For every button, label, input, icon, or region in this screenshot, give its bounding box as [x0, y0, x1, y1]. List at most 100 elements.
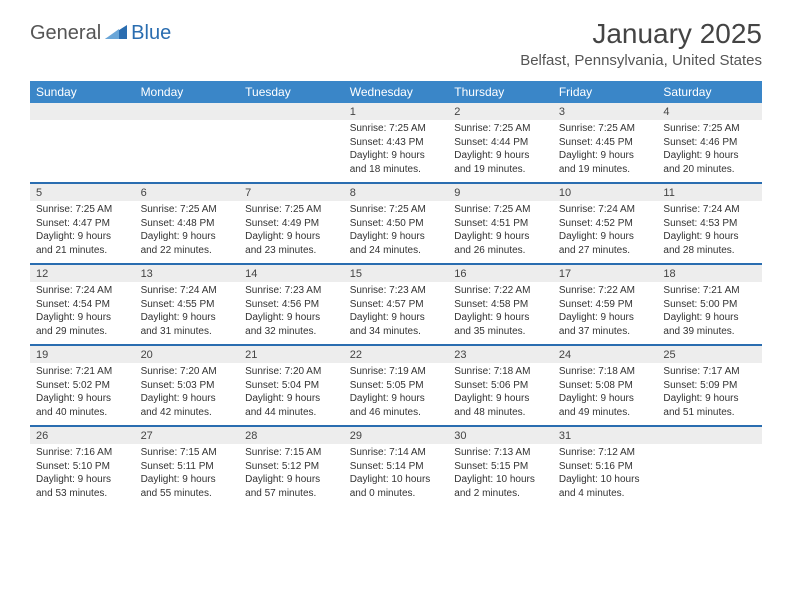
- sunrise-text: Sunrise: 7:24 AM: [141, 284, 234, 298]
- day-number: 21: [239, 346, 344, 363]
- daylight-text: and 44 minutes.: [245, 406, 338, 420]
- sunrise-text: Sunrise: 7:25 AM: [454, 203, 547, 217]
- sunset-text: Sunset: 5:12 PM: [245, 460, 338, 474]
- day-number: 5: [30, 184, 135, 201]
- day-detail-cell: Sunrise: 7:25 AMSunset: 4:51 PMDaylight:…: [448, 201, 553, 263]
- sunrise-text: Sunrise: 7:25 AM: [559, 122, 652, 136]
- page-header: General Blue January 2025 Belfast, Penns…: [0, 0, 792, 75]
- sunrise-text: Sunrise: 7:18 AM: [454, 365, 547, 379]
- weekday-header: Sunday: [30, 81, 135, 103]
- daylight-text: Daylight: 9 hours: [663, 311, 756, 325]
- sunrise-text: Sunrise: 7:24 AM: [559, 203, 652, 217]
- daylight-text: Daylight: 9 hours: [245, 392, 338, 406]
- day-detail-cell: Sunrise: 7:24 AMSunset: 4:55 PMDaylight:…: [135, 282, 240, 344]
- daylight-text: Daylight: 9 hours: [559, 311, 652, 325]
- sunrise-text: Sunrise: 7:15 AM: [141, 446, 234, 460]
- day-number: 30: [448, 427, 553, 444]
- day-number: 2: [448, 103, 553, 120]
- day-detail-cell: Sunrise: 7:12 AMSunset: 5:16 PMDaylight:…: [553, 444, 658, 506]
- sunrise-text: Sunrise: 7:16 AM: [36, 446, 129, 460]
- sunset-text: Sunset: 4:51 PM: [454, 217, 547, 231]
- day-detail-row: Sunrise: 7:25 AMSunset: 4:43 PMDaylight:…: [30, 120, 762, 182]
- day-number: 4: [657, 103, 762, 120]
- sunset-text: Sunset: 4:56 PM: [245, 298, 338, 312]
- day-number: [239, 103, 344, 120]
- day-number: 8: [344, 184, 449, 201]
- daylight-text: Daylight: 9 hours: [36, 473, 129, 487]
- sunset-text: Sunset: 5:08 PM: [559, 379, 652, 393]
- sunset-text: Sunset: 5:02 PM: [36, 379, 129, 393]
- day-number: 1: [344, 103, 449, 120]
- day-number: 27: [135, 427, 240, 444]
- day-number: [657, 427, 762, 444]
- weekday-header: Wednesday: [344, 81, 449, 103]
- sunrise-text: Sunrise: 7:25 AM: [663, 122, 756, 136]
- sunrise-text: Sunrise: 7:25 AM: [36, 203, 129, 217]
- daylight-text: and 32 minutes.: [245, 325, 338, 339]
- daylight-text: and 4 minutes.: [559, 487, 652, 501]
- sunset-text: Sunset: 5:03 PM: [141, 379, 234, 393]
- daylight-text: Daylight: 9 hours: [350, 230, 443, 244]
- daylight-text: Daylight: 9 hours: [454, 230, 547, 244]
- sunrise-text: Sunrise: 7:14 AM: [350, 446, 443, 460]
- day-detail-cell: Sunrise: 7:17 AMSunset: 5:09 PMDaylight:…: [657, 363, 762, 425]
- daylight-text: Daylight: 9 hours: [559, 230, 652, 244]
- sunset-text: Sunset: 4:45 PM: [559, 136, 652, 150]
- sunset-text: Sunset: 4:58 PM: [454, 298, 547, 312]
- day-detail-cell: Sunrise: 7:22 AMSunset: 4:58 PMDaylight:…: [448, 282, 553, 344]
- daylight-text: Daylight: 9 hours: [141, 311, 234, 325]
- daylight-text: and 39 minutes.: [663, 325, 756, 339]
- daylight-text: and 26 minutes.: [454, 244, 547, 258]
- sunrise-text: Sunrise: 7:15 AM: [245, 446, 338, 460]
- daylight-text: Daylight: 9 hours: [350, 149, 443, 163]
- daylight-text: and 23 minutes.: [245, 244, 338, 258]
- day-detail-cell: Sunrise: 7:21 AMSunset: 5:00 PMDaylight:…: [657, 282, 762, 344]
- day-number: 20: [135, 346, 240, 363]
- day-detail-cell: Sunrise: 7:24 AMSunset: 4:52 PMDaylight:…: [553, 201, 658, 263]
- day-detail-cell: Sunrise: 7:23 AMSunset: 4:57 PMDaylight:…: [344, 282, 449, 344]
- day-number: 7: [239, 184, 344, 201]
- day-number: 11: [657, 184, 762, 201]
- day-detail-cell: Sunrise: 7:19 AMSunset: 5:05 PMDaylight:…: [344, 363, 449, 425]
- daylight-text: and 40 minutes.: [36, 406, 129, 420]
- weekday-header-row: Sunday Monday Tuesday Wednesday Thursday…: [30, 81, 762, 103]
- sunrise-text: Sunrise: 7:23 AM: [245, 284, 338, 298]
- daylight-text: Daylight: 9 hours: [36, 230, 129, 244]
- sunset-text: Sunset: 5:04 PM: [245, 379, 338, 393]
- week-block: 1234Sunrise: 7:25 AMSunset: 4:43 PMDayli…: [30, 103, 762, 184]
- daylight-text: and 37 minutes.: [559, 325, 652, 339]
- daylight-text: Daylight: 9 hours: [663, 149, 756, 163]
- daylight-text: and 19 minutes.: [454, 163, 547, 177]
- day-detail-cell: [30, 120, 135, 182]
- daylight-text: Daylight: 9 hours: [663, 230, 756, 244]
- sunset-text: Sunset: 4:47 PM: [36, 217, 129, 231]
- daylight-text: and 27 minutes.: [559, 244, 652, 258]
- daylight-text: and 48 minutes.: [454, 406, 547, 420]
- daylight-text: Daylight: 9 hours: [245, 311, 338, 325]
- day-number: [30, 103, 135, 120]
- sunset-text: Sunset: 5:06 PM: [454, 379, 547, 393]
- day-detail-cell: [657, 444, 762, 506]
- daylight-text: and 46 minutes.: [350, 406, 443, 420]
- week-block: 19202122232425Sunrise: 7:21 AMSunset: 5:…: [30, 346, 762, 427]
- sunrise-text: Sunrise: 7:24 AM: [36, 284, 129, 298]
- day-number-row: 19202122232425: [30, 346, 762, 363]
- daylight-text: and 51 minutes.: [663, 406, 756, 420]
- day-number: 9: [448, 184, 553, 201]
- day-number-row: 262728293031: [30, 427, 762, 444]
- sunrise-text: Sunrise: 7:20 AM: [141, 365, 234, 379]
- day-detail-cell: Sunrise: 7:25 AMSunset: 4:45 PMDaylight:…: [553, 120, 658, 182]
- calendar: Sunday Monday Tuesday Wednesday Thursday…: [0, 81, 792, 506]
- sunset-text: Sunset: 4:53 PM: [663, 217, 756, 231]
- daylight-text: and 18 minutes.: [350, 163, 443, 177]
- brand-logo: General Blue: [30, 22, 171, 45]
- sunrise-text: Sunrise: 7:13 AM: [454, 446, 547, 460]
- sunset-text: Sunset: 4:50 PM: [350, 217, 443, 231]
- weekday-header: Tuesday: [239, 81, 344, 103]
- sunset-text: Sunset: 5:05 PM: [350, 379, 443, 393]
- daylight-text: Daylight: 9 hours: [350, 392, 443, 406]
- day-detail-cell: [135, 120, 240, 182]
- daylight-text: and 2 minutes.: [454, 487, 547, 501]
- day-number: 29: [344, 427, 449, 444]
- sunrise-text: Sunrise: 7:12 AM: [559, 446, 652, 460]
